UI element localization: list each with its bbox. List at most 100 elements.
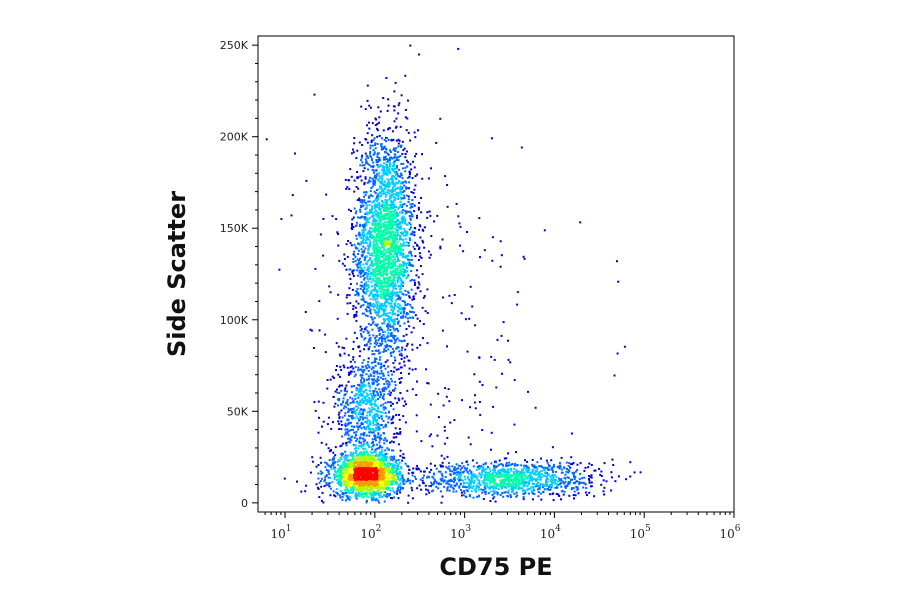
event-point — [368, 127, 371, 130]
event-point — [457, 464, 460, 467]
event-point — [439, 470, 442, 473]
event-point — [354, 247, 357, 250]
event-point — [343, 389, 346, 392]
event-point — [448, 400, 451, 403]
event-point — [503, 481, 506, 484]
event-point — [383, 207, 386, 210]
event-point — [355, 314, 358, 317]
event-point — [372, 420, 375, 423]
event-point — [538, 484, 541, 487]
event-point — [321, 491, 324, 494]
event-point — [407, 472, 410, 475]
event-point — [343, 264, 346, 267]
event-point — [365, 242, 368, 245]
event-point — [360, 392, 363, 395]
event-point — [384, 308, 387, 311]
event-point — [357, 417, 360, 420]
event-point — [470, 472, 473, 475]
event-point — [578, 483, 581, 486]
event-point — [381, 411, 384, 414]
event-point — [358, 231, 361, 234]
event-point — [639, 471, 642, 474]
event-point — [499, 481, 502, 484]
event-point — [453, 468, 455, 471]
event-point — [371, 318, 374, 321]
event-point — [359, 441, 362, 444]
event-point — [484, 493, 487, 496]
event-point — [327, 447, 330, 450]
event-point — [416, 346, 419, 349]
event-point — [405, 150, 408, 153]
event-point — [390, 280, 393, 282]
event-point — [376, 273, 378, 276]
event-point — [401, 459, 404, 462]
event-point — [373, 268, 376, 271]
event-point — [398, 308, 401, 311]
event-point — [403, 339, 406, 342]
event-point — [553, 465, 555, 468]
event-point — [383, 218, 386, 221]
event-point — [387, 417, 390, 420]
event-point — [383, 209, 386, 212]
event-point — [362, 275, 365, 277]
event-point — [527, 483, 530, 486]
event-point — [351, 401, 354, 404]
event-point — [491, 485, 494, 488]
event-point — [429, 403, 432, 406]
event-point — [375, 325, 378, 328]
event-point — [359, 368, 361, 371]
event-point — [373, 496, 376, 499]
event-point — [383, 320, 386, 323]
event-point — [365, 224, 368, 227]
event-point — [407, 131, 410, 134]
event-point — [364, 327, 367, 330]
event-point — [363, 228, 366, 231]
event-point — [470, 475, 473, 478]
event-point — [337, 470, 340, 473]
event-point — [373, 250, 375, 253]
event-point — [383, 297, 386, 300]
event-point — [379, 280, 382, 283]
event-point — [397, 443, 400, 446]
event-point — [364, 416, 367, 419]
event-point — [334, 461, 337, 464]
event-point — [368, 267, 371, 270]
event-point — [377, 254, 380, 256]
event-point — [389, 165, 391, 168]
event-point — [377, 375, 380, 378]
event-point — [372, 153, 375, 156]
event-point — [430, 235, 433, 238]
event-point — [393, 167, 396, 170]
event-point — [391, 231, 394, 234]
event-point — [388, 276, 391, 279]
event-point — [410, 288, 413, 291]
event-point — [363, 199, 366, 202]
event-point — [355, 452, 358, 455]
event-point — [395, 436, 398, 439]
event-point — [499, 265, 502, 268]
event-point — [397, 484, 400, 487]
event-point — [421, 476, 424, 479]
event-point — [390, 355, 393, 357]
event-point — [388, 344, 391, 347]
event-point — [395, 338, 398, 341]
event-point — [572, 494, 575, 496]
event-point — [366, 260, 369, 263]
event-point — [588, 491, 591, 494]
event-point — [403, 234, 406, 237]
event-point — [405, 129, 408, 132]
event-point — [378, 496, 381, 499]
event-point — [522, 496, 525, 499]
event-point — [408, 310, 411, 313]
event-point — [320, 485, 323, 488]
event-point — [479, 483, 482, 486]
event-point — [385, 349, 387, 352]
event-point — [362, 454, 365, 456]
event-point — [583, 469, 586, 472]
event-point — [387, 448, 390, 451]
event-point — [365, 499, 368, 502]
event-point — [560, 482, 563, 485]
event-point — [358, 271, 361, 274]
event-point — [389, 339, 392, 342]
event-point — [339, 478, 342, 481]
